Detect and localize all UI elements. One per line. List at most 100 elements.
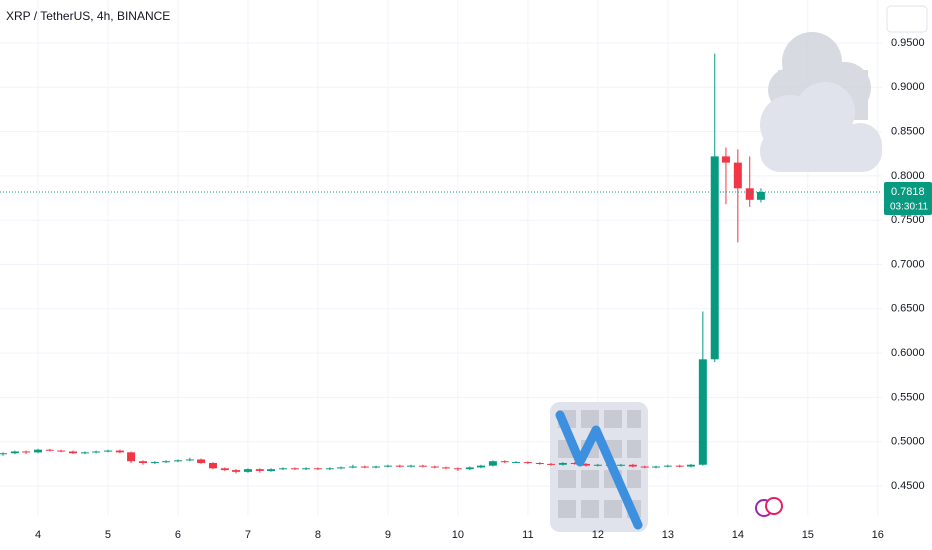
candle-body: [721, 156, 730, 163]
candle-body: [570, 462, 579, 464]
y-tick-label: 0.7000: [891, 258, 925, 270]
candle-body: [103, 450, 112, 452]
y-tick-label: 0.9000: [891, 81, 925, 93]
candle-body: [360, 466, 369, 468]
price-label-box: [884, 182, 932, 216]
candle-body: [34, 449, 43, 453]
candle-body: [546, 463, 555, 465]
candle-body: [756, 192, 765, 200]
x-tick-label: 11: [522, 529, 533, 541]
candle-body: [0, 453, 8, 455]
candle-body: [710, 156, 719, 360]
x-tick-label: 14: [732, 529, 744, 541]
candle-body: [395, 465, 404, 467]
candle-body: [476, 465, 485, 468]
x-tick-label: 7: [245, 529, 251, 541]
candle-body: [500, 461, 509, 463]
axes: 0.4500 0.5000 0.5500 0.6000 0.6500 0.7000 0.75…: [35, 37, 932, 541]
x-tick-label: 5: [105, 529, 111, 541]
candle-body: [418, 465, 427, 467]
candle-body: [290, 468, 299, 470]
y-tick-label: 0.8500: [891, 125, 925, 137]
candle-body: [675, 465, 684, 467]
x-tick-label: 12: [592, 529, 604, 541]
candle-body: [628, 464, 637, 467]
candle-body: [640, 466, 649, 468]
candle-body: [593, 464, 602, 466]
candle-body: [465, 467, 474, 470]
settings-button[interactable]: [886, 5, 928, 33]
candle-body: [698, 359, 707, 465]
candle-body: [255, 469, 264, 471]
x-tick-label: 15: [802, 529, 814, 541]
candle-body: [138, 461, 147, 463]
candle-body: [348, 466, 357, 468]
candle-body: [663, 465, 672, 467]
candle-body: [407, 465, 416, 467]
y-tick-label: 0.5500: [891, 391, 925, 403]
candle-body: [278, 468, 287, 470]
candle-body: [511, 462, 520, 464]
x-tick-label: 16: [872, 529, 884, 541]
candle-body: [745, 188, 754, 200]
chart-title: XRP / TetherUS, 4h, BINANCE: [6, 9, 170, 23]
candle-body: [150, 462, 159, 464]
candle-body: [558, 462, 567, 465]
candle-body: [523, 462, 532, 464]
candle-body: [68, 451, 77, 454]
logo: [755, 497, 783, 517]
candle-body: [616, 464, 625, 466]
candles: [0, 53, 882, 474]
candle-body: [57, 450, 66, 452]
candle-body: [185, 459, 194, 461]
candle-body: [325, 468, 334, 470]
candle-body: [337, 467, 346, 469]
cloud-decoration: [760, 82, 882, 172]
candle-body: [232, 470, 241, 472]
candle-body: [92, 451, 101, 453]
candle-body: [243, 469, 252, 472]
candle-body: [383, 465, 392, 467]
price-label: 0.7818: [891, 186, 925, 198]
candle-body: [197, 459, 206, 463]
y-tick-label: 0.5000: [891, 436, 925, 448]
x-tick-label: 4: [35, 529, 41, 541]
x-tick-label: 10: [452, 529, 464, 541]
y-tick-label: 0.4500: [891, 480, 925, 492]
candle-body: [453, 468, 462, 470]
y-tick-label: 0.7500: [891, 214, 925, 226]
candle-body: [22, 451, 31, 453]
candle-body: [173, 460, 182, 462]
candle-body: [10, 451, 19, 454]
candle-body: [220, 468, 229, 471]
x-tick-label: 13: [662, 529, 674, 541]
price-axis: [884, 0, 932, 550]
x-tick-label: 8: [315, 529, 321, 541]
candle-body: [208, 462, 217, 469]
candle-body: [686, 464, 695, 467]
candle-body: [581, 463, 590, 466]
candle-body: [127, 452, 136, 462]
chart-emoji-line: [555, 410, 643, 530]
candle-body: [313, 468, 322, 470]
y-tick-label: 0.6500: [891, 303, 925, 315]
candle-body: [372, 466, 381, 468]
candle-body: [45, 449, 54, 451]
y-tick-label: 0.9500: [891, 37, 925, 49]
x-tick-label: 6: [175, 529, 181, 541]
candle-body: [430, 466, 439, 468]
candle-body: [651, 466, 660, 468]
candle-body: [488, 461, 497, 466]
candle-body: [535, 462, 544, 464]
candle-body: [162, 461, 171, 463]
candle-body: [115, 450, 124, 453]
countdown-label: 03:30:11: [890, 202, 929, 213]
y-tick-label: 0.6000: [891, 347, 925, 359]
y-tick-label: 0.8000: [891, 170, 925, 182]
x-tick-label: 9: [385, 529, 391, 541]
candle-body: [442, 467, 451, 469]
candle-body: [302, 468, 311, 470]
candle-body: [80, 452, 89, 454]
candle-body: [267, 469, 276, 471]
